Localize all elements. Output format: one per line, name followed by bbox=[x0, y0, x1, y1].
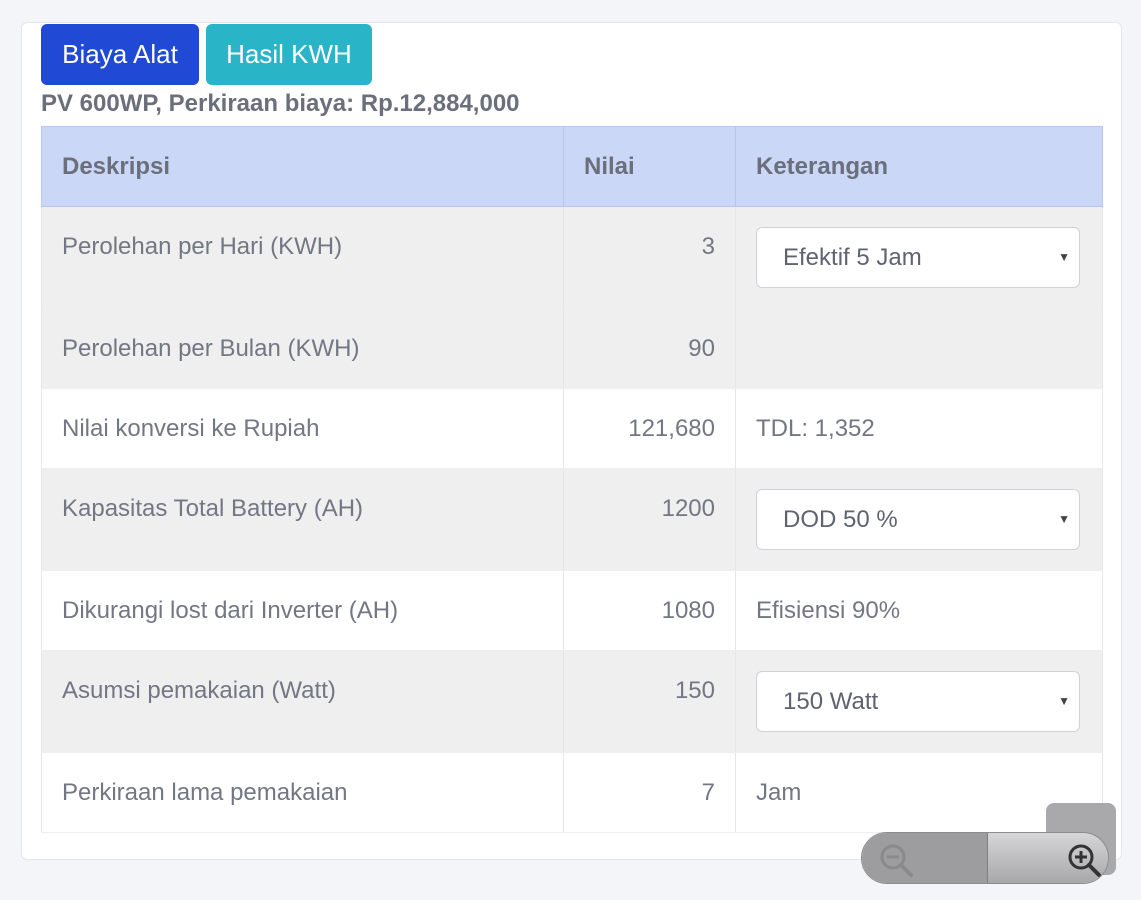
caret-down-icon: ▼ bbox=[1058, 512, 1070, 526]
caret-down-icon: ▼ bbox=[1058, 694, 1070, 708]
row-note: TDL: 1,352 bbox=[735, 388, 1103, 469]
table-row: Perolehan per Hari (KWH) 3 Efektif 5 Jam… bbox=[41, 206, 1103, 309]
cost-summary: PV 600WP, Perkiraan biaya: Rp.12,884,000 bbox=[41, 90, 520, 117]
hasil-kwh-button[interactable]: Hasil KWH bbox=[206, 24, 372, 85]
row-value: 1080 bbox=[563, 570, 736, 651]
row-description: Kapasitas Total Battery (AH) bbox=[41, 468, 564, 571]
row-description: Asumsi pemakaian (Watt) bbox=[41, 650, 564, 753]
select-value: 150 Watt bbox=[783, 688, 879, 715]
row-value: 121,680 bbox=[563, 388, 736, 469]
caret-down-icon: ▼ bbox=[1058, 250, 1070, 264]
row-description: Perolehan per Hari (KWH) bbox=[41, 206, 564, 309]
table-row: Kapasitas Total Battery (AH) 1200 DOD 50… bbox=[41, 468, 1103, 571]
column-header-keterangan: Keterangan bbox=[735, 126, 1103, 207]
table-row: Asumsi pemakaian (Watt) 150 150 Watt ▼ bbox=[41, 650, 1103, 753]
row-note-cell: DOD 50 % ▼ bbox=[735, 468, 1103, 571]
kwh-result-table: Deskripsi Nilai Keterangan Perolehan per… bbox=[41, 126, 1103, 833]
column-header-deskripsi: Deskripsi bbox=[41, 126, 564, 207]
column-header-nilai: Nilai bbox=[563, 126, 736, 207]
zoom-out-button[interactable] bbox=[862, 833, 987, 883]
table-row: Nilai konversi ke Rupiah 121,680 TDL: 1,… bbox=[41, 388, 1103, 469]
row-description: Nilai konversi ke Rupiah bbox=[41, 388, 564, 469]
row-value: 7 bbox=[563, 752, 736, 833]
biaya-alat-button[interactable]: Biaya Alat bbox=[41, 24, 199, 85]
table-row: Perolehan per Bulan (KWH) 90 bbox=[41, 308, 1103, 389]
zoom-in-button[interactable] bbox=[987, 833, 1108, 883]
table-row: Dikurangi lost dari Inverter (AH) 1080 E… bbox=[41, 570, 1103, 651]
effective-hours-select[interactable]: Efektif 5 Jam ▼ bbox=[756, 227, 1080, 288]
table-row: Perkiraan lama pemakaian 7 Jam bbox=[41, 752, 1103, 833]
usage-watt-select[interactable]: 150 Watt ▼ bbox=[756, 671, 1080, 732]
select-value: Efektif 5 Jam bbox=[783, 244, 922, 271]
row-note-cell: 150 Watt ▼ bbox=[735, 650, 1103, 753]
row-note: Efisiensi 90% bbox=[735, 570, 1103, 651]
row-description: Dikurangi lost dari Inverter (AH) bbox=[41, 570, 564, 651]
table-header-row: Deskripsi Nilai Keterangan bbox=[41, 126, 1103, 207]
select-value: DOD 50 % bbox=[783, 506, 898, 533]
row-note: Jam bbox=[735, 752, 1103, 833]
row-note-cell: Efektif 5 Jam ▼ bbox=[735, 206, 1103, 309]
row-note bbox=[735, 308, 1103, 389]
row-description: Perkiraan lama pemakaian bbox=[41, 752, 564, 833]
row-value: 150 bbox=[563, 650, 736, 753]
zoom-control bbox=[861, 832, 1109, 884]
row-value: 1200 bbox=[563, 468, 736, 571]
zoom-out-icon bbox=[880, 844, 913, 877]
row-value: 3 bbox=[563, 206, 736, 309]
dod-select[interactable]: DOD 50 % ▼ bbox=[756, 489, 1080, 550]
row-value: 90 bbox=[563, 308, 736, 389]
row-description: Perolehan per Bulan (KWH) bbox=[41, 308, 564, 389]
zoom-in-icon bbox=[1068, 844, 1101, 877]
